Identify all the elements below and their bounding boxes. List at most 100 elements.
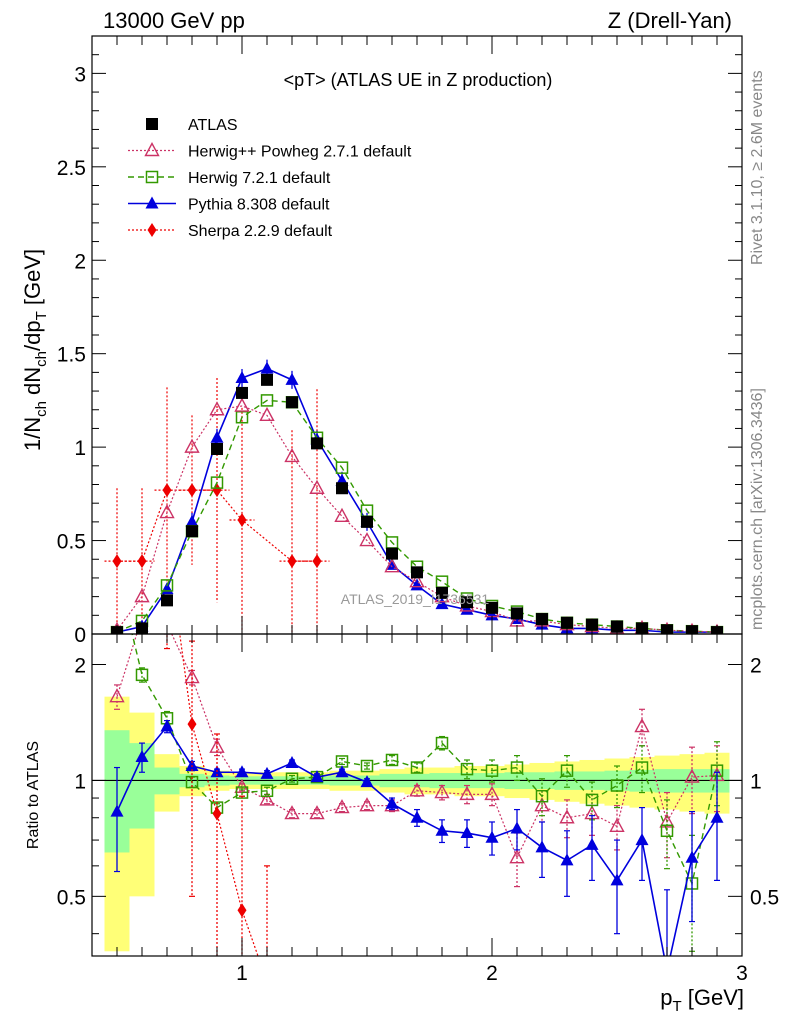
main-point-herwigpp xyxy=(184,438,200,453)
main-point-atlas xyxy=(386,547,398,560)
main-point-atlas xyxy=(186,525,198,538)
legend-label: Sherpa 2.2.9 default xyxy=(188,223,333,240)
ratio-point-herwigpp xyxy=(309,805,325,820)
ratio-point-pythia xyxy=(535,840,549,853)
ratio-point-pythia xyxy=(310,770,324,783)
ratio-point-herwigpp xyxy=(559,809,575,824)
ratio-point-herwigpp xyxy=(509,849,525,864)
main-point-atlas xyxy=(561,616,573,629)
legend-entry-herwigpp: Herwig++ Powheg 2.7.1 default xyxy=(128,142,412,161)
ratio-y-tick-label: 2 xyxy=(74,654,86,677)
main-point-sherpa xyxy=(312,554,322,569)
ratio-y-tick-label: 0.5 xyxy=(57,886,86,909)
ratio-point-pythia xyxy=(435,823,449,836)
ratio-point-pythia xyxy=(510,821,524,834)
main-point-herwigpp xyxy=(159,504,175,519)
ratio-y-tick-label-right: 0.5 xyxy=(750,886,779,909)
ratio-point-herwigpp xyxy=(609,817,625,833)
ratio-point-pythia xyxy=(385,796,399,809)
y-tick-label: 3 xyxy=(74,63,86,86)
ratio-point-pythia xyxy=(110,804,124,817)
main-point-sherpa xyxy=(137,554,147,569)
main-point-pythia xyxy=(185,514,199,527)
main-panel: ATLAS_2019_I1736531 0 0.5 1 1.5 2 2.5 3 xyxy=(57,35,743,647)
main-point-atlas xyxy=(261,373,273,386)
ratio-series-herwig7 xyxy=(131,634,724,952)
y-tick-label: 1.5 xyxy=(57,344,86,367)
ratio-point-herwig7 xyxy=(185,775,199,789)
ratio-point-pythia xyxy=(260,766,274,779)
main-point-pythia xyxy=(460,602,474,615)
main-point-atlas xyxy=(586,618,598,631)
rivet-label: Rivet 3.1.10, ≥ 2.6M events xyxy=(749,70,766,265)
ratio-point-herwig7 xyxy=(485,764,499,777)
ratio-point-herwig7 xyxy=(360,759,374,773)
ratio-point-herwig7 xyxy=(385,753,399,767)
main-point-herwig7 xyxy=(210,476,224,489)
main-point-herwigpp xyxy=(234,397,250,412)
main-point-sherpa xyxy=(162,483,172,498)
main-point-atlas xyxy=(411,566,423,579)
main-point-herwig7 xyxy=(235,410,249,424)
legend-marker xyxy=(145,196,159,209)
ratio-point-pythia xyxy=(360,775,374,788)
ratio-point-pythia xyxy=(285,755,299,768)
ratio-y-tick-label-right: 1 xyxy=(750,770,762,793)
ratio-point-sherpa xyxy=(263,975,272,989)
svg-text:1/Nch dNch/dpT [GeV]: 1/Nch dNch/dpT [GeV] xyxy=(20,249,50,451)
main-point-atlas xyxy=(461,596,473,609)
legend-marker xyxy=(145,170,159,184)
ratio-point-herwigpp xyxy=(109,688,125,703)
main-point-atlas xyxy=(336,482,348,495)
main-point-herwig7 xyxy=(260,394,274,407)
ratio-point-herwig7 xyxy=(585,793,599,807)
ratio-point-herwigpp xyxy=(209,738,225,753)
ratio-point-pythia xyxy=(160,719,174,732)
main-point-atlas xyxy=(286,396,298,409)
ratio-point-herwig7 xyxy=(510,761,524,774)
chart-title: <pT> (ATLAS UE in Z production) xyxy=(284,70,553,90)
y-tick-label: 0 xyxy=(74,624,86,647)
main-point-herwigpp xyxy=(284,447,300,463)
main-point-sherpa xyxy=(187,483,197,498)
svg-text:pT [GeV]: pT [GeV] xyxy=(660,985,744,1015)
legend-marker xyxy=(146,118,158,130)
ratio-point-sherpa xyxy=(212,806,222,821)
main-point-pythia xyxy=(435,597,449,610)
ratio-point-herwigpp xyxy=(634,718,650,733)
legend-entry-herwig7: Herwig 7.2.1 default xyxy=(128,170,331,187)
ratio-y-tick-label: 1 xyxy=(74,770,86,793)
ratio-point-herwig7 xyxy=(660,824,674,838)
main-point-atlas xyxy=(436,586,448,599)
ratio-point-pythia xyxy=(635,833,649,846)
x-axis-title: pT [GeV] xyxy=(660,985,744,1015)
main-point-atlas xyxy=(536,613,548,626)
legend-marker xyxy=(144,142,160,157)
legend-entry-pythia: Pythia 8.308 default xyxy=(128,196,330,214)
main-point-atlas xyxy=(236,386,248,399)
main-point-pythia xyxy=(485,608,499,621)
ratio-point-herwig7 xyxy=(610,779,624,792)
y-tick-label: 2 xyxy=(74,250,86,273)
main-point-herwigpp xyxy=(309,479,325,494)
process-label: Z (Drell-Yan) xyxy=(608,8,732,33)
main-point-pythia xyxy=(210,430,224,443)
ratio-point-pythia xyxy=(661,964,674,976)
ratio-series-sherpa xyxy=(164,634,272,989)
main-point-atlas xyxy=(486,601,498,614)
main-point-herwig7 xyxy=(435,575,449,588)
y-tick-label: 1 xyxy=(74,437,86,460)
ratio-point-herwig7 xyxy=(435,736,449,750)
legend-marker xyxy=(147,223,157,237)
x-tick-label: 3 xyxy=(736,962,748,985)
ratio-point-pythia xyxy=(135,750,149,763)
main-point-herwig7 xyxy=(160,579,174,592)
ratio-point-pythia xyxy=(610,873,624,886)
ratio-series-pythia xyxy=(110,719,724,976)
ratio-point-pythia xyxy=(585,837,599,850)
ratio-point-herwig7 xyxy=(260,784,274,798)
main-point-sherpa xyxy=(212,483,222,498)
ratio-point-herwig7 xyxy=(410,761,424,774)
ratio-point-pythia xyxy=(460,826,474,839)
ratio-y-tick-label-right: 2 xyxy=(750,654,762,677)
